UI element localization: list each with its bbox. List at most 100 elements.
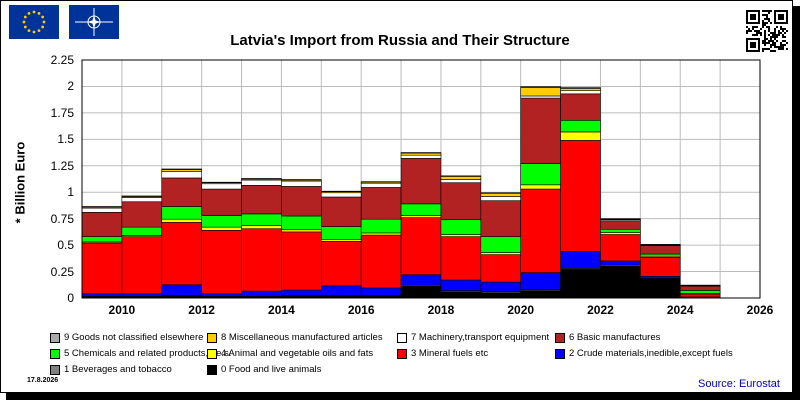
bar-segment: [480, 254, 522, 283]
bar-segment: [320, 196, 362, 227]
y-tick-label: 0.25: [50, 264, 74, 279]
bar-segment: [560, 93, 601, 121]
bar-segment: [161, 177, 202, 207]
bar-segment: [560, 131, 601, 141]
bar-segment: [400, 215, 442, 218]
bar-segment: [121, 201, 163, 228]
legend-label: 0 Food and live animals: [221, 364, 322, 375]
bar-segment: [640, 278, 681, 299]
bar-segment: [440, 279, 482, 291]
frame-shadow: [793, 6, 800, 400]
bar-segment: [440, 176, 482, 180]
bar-segment: [520, 87, 561, 97]
bar-segment: [81, 242, 123, 295]
bar-segment: [560, 90, 601, 95]
bar-segment: [560, 119, 601, 133]
frame-shadow: [6, 393, 800, 400]
legend-label: 5 Chemicals and related products,n.e.s.: [64, 348, 232, 359]
legend-swatch: [397, 348, 407, 359]
legend-label: 1 Beverages and tobacco: [64, 364, 172, 375]
y-tick-label: 0.5: [57, 238, 74, 253]
bar-segment: [679, 285, 721, 291]
bar-segment: [480, 196, 522, 201]
bar-segment: [121, 226, 163, 236]
bar-segment: [281, 179, 322, 181]
bar-segment: [281, 215, 322, 231]
legend-label: 2 Crude materials,inedible,except fuels: [569, 348, 733, 359]
bar-segment: [121, 197, 163, 203]
bar-segment: [400, 203, 442, 216]
legend-swatch: [50, 348, 60, 359]
legend-swatch: [397, 332, 407, 343]
x-tick-label: 2012: [188, 303, 215, 317]
bar-segment: [400, 274, 442, 286]
bar-segment: [480, 252, 522, 255]
bar-segment: [320, 192, 362, 198]
bar-segment: [201, 293, 242, 297]
chart-title: Latvia's Import from Russia and Their St…: [230, 32, 570, 49]
legend-swatch: [50, 364, 60, 375]
bar-segment: [480, 236, 522, 253]
bar-segment: [121, 293, 163, 297]
bar-segment: [201, 215, 242, 228]
bar-segment: [560, 87, 601, 89]
bar-segment: [440, 234, 482, 237]
bar-segment: [520, 188, 561, 273]
bar-segment: [241, 185, 282, 215]
legend-label: 6 Basic manufactures: [569, 332, 661, 343]
bar-segment: [320, 285, 362, 296]
legend-swatch: [555, 332, 565, 343]
star-icon: [22, 20, 26, 24]
bar-segment: [241, 213, 282, 226]
bar-segment: [161, 284, 202, 296]
x-tick-label: 2014: [268, 303, 295, 317]
y-tick-label: 2.25: [50, 53, 74, 67]
bar-segment: [520, 97, 561, 164]
bar-segment: [241, 179, 282, 186]
bar-segment: [560, 269, 601, 299]
legend-item: 2 Crude materials,inedible,except fuels: [555, 348, 733, 359]
legend-label: 8 Miscellaneous manufactured articles: [221, 332, 383, 343]
bar-segment: [201, 183, 242, 190]
star-icon: [32, 30, 36, 34]
y-tick-label: 1: [67, 185, 74, 200]
legend-item: 9 Goods not classified elsewhere: [50, 332, 203, 343]
y-tick-label: 0.75: [50, 211, 74, 226]
bar-segment: [440, 219, 482, 235]
bar-segment: [520, 184, 561, 190]
bar-segment: [600, 260, 641, 266]
legend-item: 0 Food and live animals: [207, 364, 321, 375]
bar-segment: [640, 256, 681, 277]
bar-segment: [320, 238, 362, 242]
bar-segment: [400, 152, 442, 154]
legend-swatch: [207, 348, 217, 359]
bar-segment: [480, 192, 522, 197]
bar-segment: [400, 158, 442, 205]
bar-segment: [520, 163, 561, 186]
bar-segment: [81, 293, 123, 297]
bar-segment: [241, 178, 282, 180]
x-tick-label: 2010: [108, 303, 136, 317]
bar-segment: [241, 225, 282, 230]
y-tick-label: 2: [67, 79, 74, 94]
y-tick-label: 1.5: [57, 132, 74, 147]
star-icon: [41, 15, 45, 19]
bar-segment: [640, 244, 681, 246]
bar-segment: [81, 236, 123, 243]
bar-segment: [281, 180, 322, 187]
bar-segment: [679, 284, 721, 286]
star-icon: [42, 20, 46, 24]
bar-segment: [360, 234, 402, 289]
legend-item: 6 Basic manufactures: [555, 332, 660, 343]
bar-segment: [480, 281, 522, 292]
star-icon: [27, 11, 31, 15]
legend-label: 3 Mineral fuels etc: [411, 348, 489, 359]
bar-segment: [520, 95, 561, 99]
source-label: Source: Eurostat: [698, 378, 780, 390]
bar-segment: [161, 222, 202, 286]
legend-item: 8 Miscellaneous manufactured articles: [207, 332, 383, 343]
bar-segment: [440, 182, 482, 221]
plot-border: [81, 59, 761, 299]
bar-segment: [360, 187, 402, 220]
qr-code-icon: [746, 10, 788, 52]
